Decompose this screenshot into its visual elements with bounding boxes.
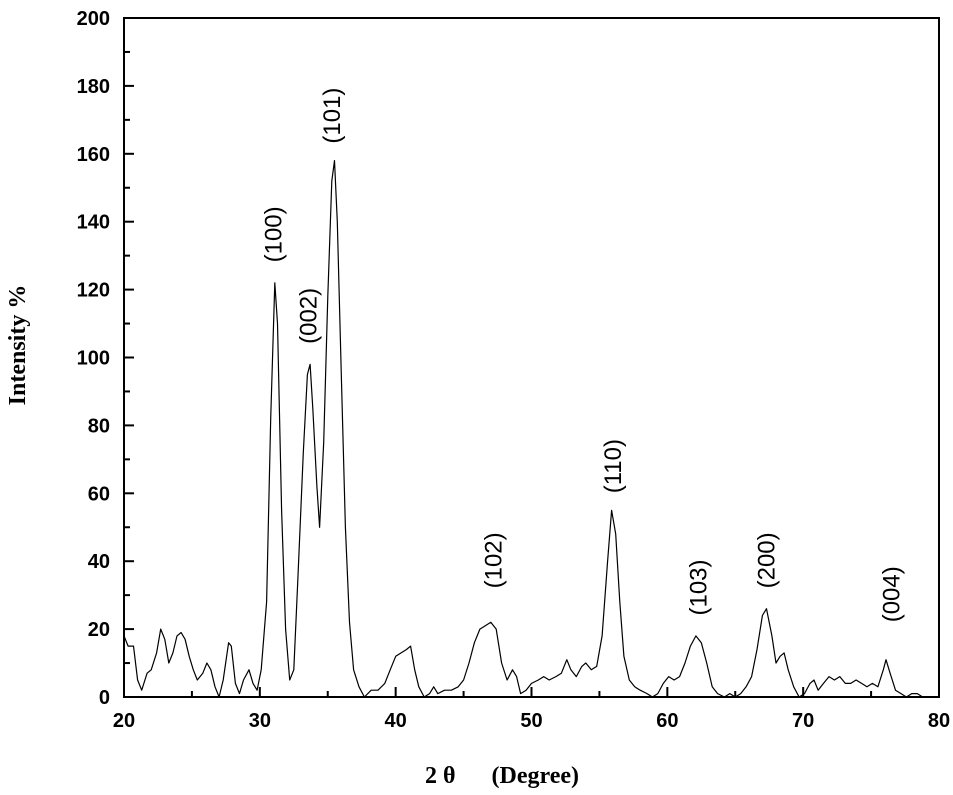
y-tick-label: 200 [77, 8, 110, 30]
peak-label: (110) [600, 439, 627, 493]
y-tick-label: 180 [77, 76, 110, 98]
peak-label: (004) [879, 566, 906, 622]
y-tick-label: 120 [77, 280, 110, 302]
x-axis-title: 2 θ (Degree) [425, 763, 579, 789]
y-axis-title: Intensity % [5, 285, 31, 406]
peak-label: (103) [686, 559, 713, 615]
x-tick-label: 20 [113, 710, 135, 732]
peak-label: (102) [481, 532, 508, 588]
peak-label: (200) [754, 532, 781, 588]
x-tick-label: 50 [520, 710, 542, 732]
peak-label: (101) [319, 88, 346, 144]
y-tick-label: 160 [77, 144, 110, 166]
plot-frame [123, 17, 940, 698]
y-tick-label: 80 [88, 415, 110, 437]
x-tick-label: 80 [928, 710, 950, 732]
y-tick-label: 40 [88, 551, 110, 573]
peak-label: (100) [260, 206, 287, 262]
x-tick-label: 60 [656, 710, 678, 732]
x-tick-label: 30 [249, 710, 271, 732]
y-tick-label: 60 [88, 483, 110, 505]
peak-label: (002) [296, 288, 323, 344]
y-tick-label: 140 [77, 212, 110, 234]
ticks-layer: 20 30 40 50 60 70 8002040608010012014016018020… [77, 8, 951, 732]
y-tick-label: 100 [77, 348, 110, 370]
x-tick-label: 70 [792, 710, 814, 732]
y-tick-label: 20 [88, 619, 110, 641]
x-tick-label: 40 [385, 710, 407, 732]
series-layer [123, 160, 924, 698]
peak-label-layer: (100) (002) (101) (102) (110) (103) (200) (004) [260, 88, 905, 623]
xrd-line-series [123, 160, 924, 698]
y-tick-label: 0 [99, 687, 110, 709]
